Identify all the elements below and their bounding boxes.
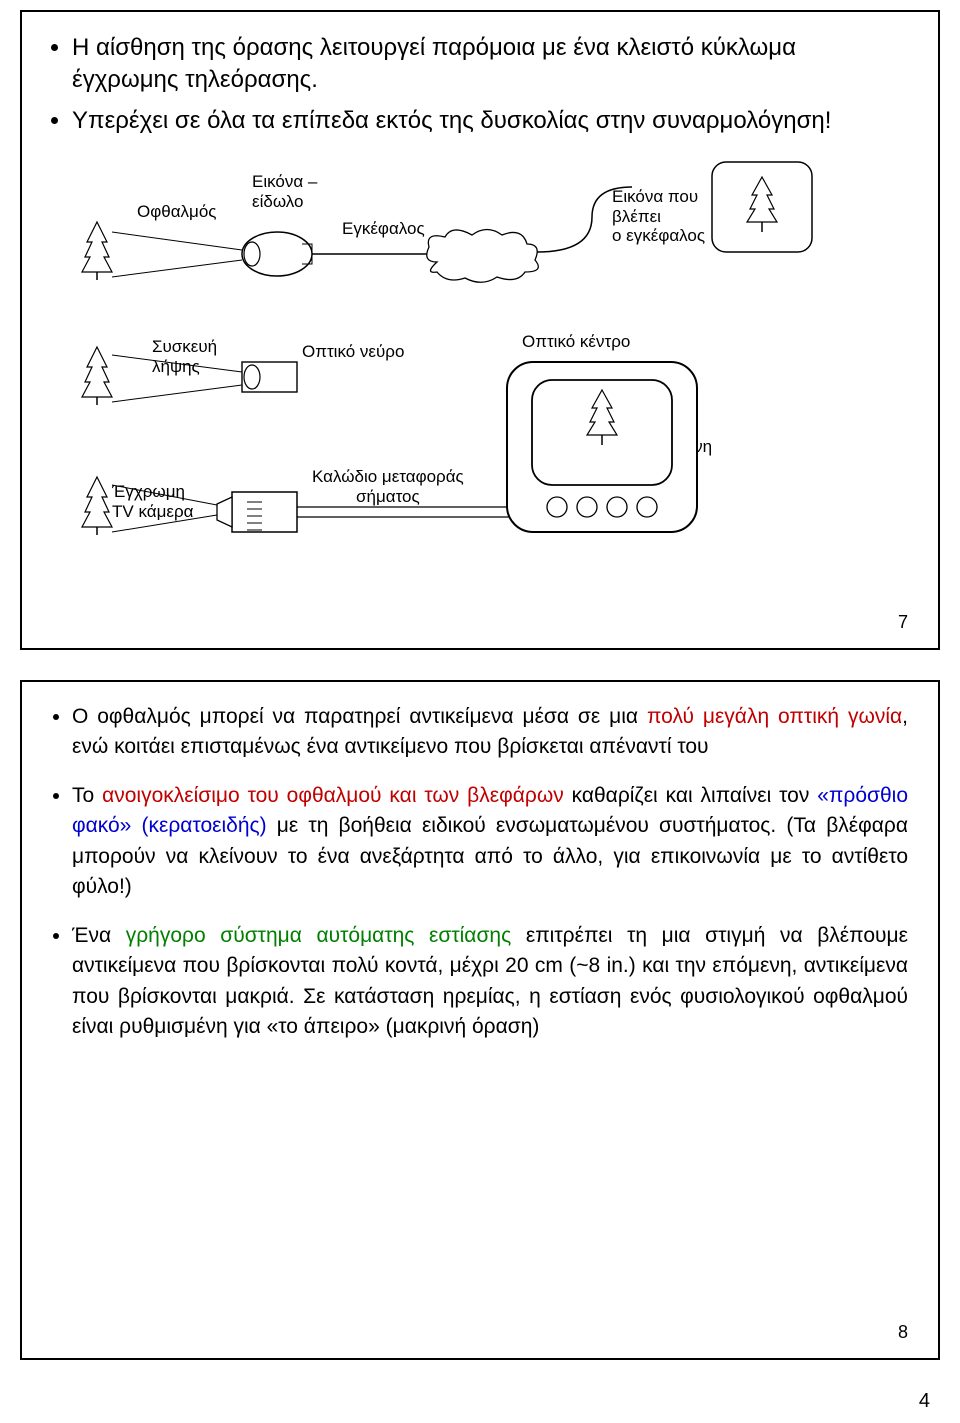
slide8-bullet-3: Ένα γρήγορο σύστημα αυτόματης εστίασης ε… bbox=[72, 921, 908, 1043]
vision-tv-diagram: Οφθαλμός Εικόνα – είδωλο Εγκέφαλος Εικόν… bbox=[52, 147, 908, 567]
slide-8: Ο οφθαλμός μπορεί να παρατηρεί αντικείμε… bbox=[20, 680, 940, 1360]
text: Ο οφθαλμός μπορεί να παρατηρεί αντικείμε… bbox=[72, 705, 647, 728]
slide7-bullet-2: Υπερέχει σε όλα τα επίπεδα εκτός της δυσ… bbox=[72, 105, 908, 137]
slide8-bullet-2: Το ανοιγοκλείσιμο του οφθαλμού και των β… bbox=[72, 781, 908, 903]
tree-icon bbox=[82, 477, 112, 535]
footer-page-number: 4 bbox=[0, 1390, 960, 1423]
text: καθαρίζει και λιπαίνει τον bbox=[564, 784, 818, 807]
slide7-page-number: 7 bbox=[898, 612, 908, 633]
text-highlight-green: γρήγορο σύστημα αυτόματης εστίασης bbox=[126, 924, 512, 947]
diagram-svg bbox=[52, 147, 912, 567]
text: Ένα bbox=[72, 924, 126, 947]
slide8-bullet-1: Ο οφθαλμός μπορεί να παρατηρεί αντικείμε… bbox=[72, 702, 908, 763]
lens-icon bbox=[242, 362, 297, 392]
tree-icon bbox=[82, 222, 112, 280]
slide-7: Η αίσθηση της όρασης λειτουργεί παρόμοια… bbox=[20, 10, 940, 650]
brain-image-frame bbox=[712, 162, 812, 252]
slide7-bullet-1: Η αίσθηση της όρασης λειτουργεί παρόμοια… bbox=[72, 32, 908, 97]
text-highlight-red: πολύ μεγάλη οπτική γωνία bbox=[647, 705, 902, 728]
slide8-page-number: 8 bbox=[898, 1322, 908, 1343]
brain-icon bbox=[427, 230, 539, 283]
text-highlight-red: ανοιγοκλείσιμο του οφθαλμού και των βλεφ… bbox=[102, 784, 564, 807]
slide7-bullets: Η αίσθηση της όρασης λειτουργεί παρόμοια… bbox=[52, 32, 908, 137]
eye-icon bbox=[242, 232, 312, 276]
slide8-bullets: Ο οφθαλμός μπορεί να παρατηρεί αντικείμε… bbox=[52, 702, 908, 1042]
camera-icon bbox=[217, 492, 297, 532]
tv-icon bbox=[507, 362, 697, 532]
text: Το bbox=[72, 784, 102, 807]
tree-icon bbox=[82, 347, 112, 405]
